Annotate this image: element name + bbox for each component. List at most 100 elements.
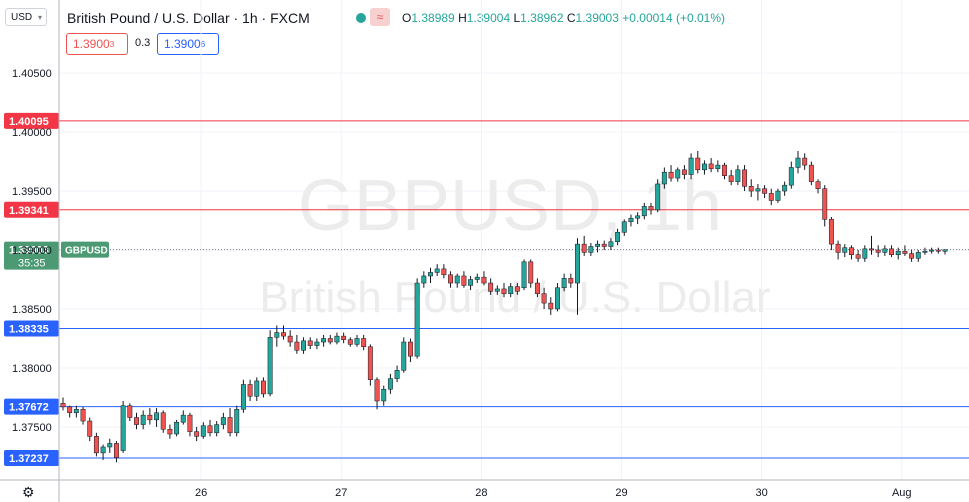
candle-body [528,261,534,284]
watermark-symbol: GBPUSD, 1h [298,166,722,246]
candle-body [114,443,119,458]
candle-body [755,188,761,192]
sell-price-sup: 3 [109,39,115,49]
resistance-label: 1.40095 [9,116,49,128]
support-label-box [4,398,59,415]
candle-body [187,414,193,432]
candle-body [127,405,133,418]
candle-body [715,164,721,169]
candle-body [681,169,687,175]
candle-body [60,403,66,408]
buy-price-sup: 6 [200,39,206,49]
candle-body [735,169,741,182]
currency-selector[interactable]: USD ▾ [5,8,47,26]
candle-body [134,417,139,425]
candle-body [414,282,420,357]
candle-body [468,279,474,286]
currency-label: USD [11,11,33,23]
candle-body [294,341,300,351]
candle-body [581,243,587,253]
y-tick-label: 1.38500 [12,304,52,316]
candle-body [935,249,941,252]
candle-body [762,188,768,194]
candle-body [274,332,280,338]
candle-body [802,157,808,166]
candle-body [688,157,694,175]
candle-body [234,408,240,434]
candle-body [494,288,500,292]
y-tick-label: 1.37500 [12,422,52,434]
candle-body [722,164,727,176]
candle-body [267,337,273,395]
candle-body [815,181,821,189]
candle-body [160,412,166,430]
watermark-name: British Pound / U.S. Dollar [259,273,770,322]
candle-body [601,243,607,247]
candle-body [808,164,814,182]
symbol-title[interactable]: British Pound / U.S. Dollar · 1h · FXCM [67,10,310,26]
candle-body [321,338,327,343]
candle-body [929,249,935,252]
support-label: 1.37237 [9,453,49,465]
candle-body [849,247,854,255]
candle-body [87,420,93,437]
candle-body [381,388,387,402]
candle-body [595,243,600,247]
candle-body [107,443,113,448]
candle-body [374,379,380,402]
candle-body [67,406,73,414]
candle-body [261,380,266,395]
candle-body [728,175,734,182]
chevron-down-icon: ▾ [37,12,42,22]
candle-body [180,414,186,423]
candle-body [822,188,828,220]
candle-body [915,252,921,259]
y-tick-label: 1.39000 [12,245,52,257]
buy-button[interactable]: 1.3900 6 [157,33,219,55]
candle-body [93,436,99,454]
ohlc-change: +0.00014 (+0.01%) [622,11,726,25]
candle-body [695,157,701,171]
y-tick-label: 1.38000 [12,363,52,375]
candle-body [541,293,547,304]
candle-body [768,193,774,201]
current-price-label: 1.39003 [9,245,49,257]
x-tick-label: 28 [475,487,487,499]
candle-body [508,286,514,294]
resistance-label-box [4,201,59,218]
candle-body [194,431,200,437]
dot-icon [356,13,366,23]
y-tick-label: 1.40000 [12,127,52,139]
candle-body [648,206,654,211]
candle-body [140,414,146,425]
buy-price: 1.3900 [164,37,201,51]
candle-body [167,429,173,435]
candle-body [154,412,159,421]
sell-button[interactable]: 1.3900 3 [66,33,128,55]
candle-body [247,384,253,397]
resistance-label-box [4,112,59,129]
candle-body [588,246,594,253]
candle-body [220,417,226,425]
x-tick-label: 30 [755,487,767,499]
candle-body [200,425,206,437]
candle-body [287,335,293,343]
gear-icon[interactable]: ⚙ [22,484,35,500]
x-tick-label: 26 [195,487,207,499]
candle-body [307,340,313,346]
candle-body [281,332,286,337]
support-label-box [4,449,59,466]
candle-body [889,248,894,255]
candle-body [568,278,574,284]
candle-body [575,243,580,284]
candle-body [227,417,233,434]
candle-body [334,335,340,343]
candle-body [514,286,520,292]
candle-body [80,408,86,422]
spread-value: 0.3 [135,37,151,49]
ohlc-high: 1.39004 [466,11,511,25]
wave-icon[interactable]: ≈ [370,8,390,26]
candle-body [641,206,647,217]
candle-body [895,250,901,255]
